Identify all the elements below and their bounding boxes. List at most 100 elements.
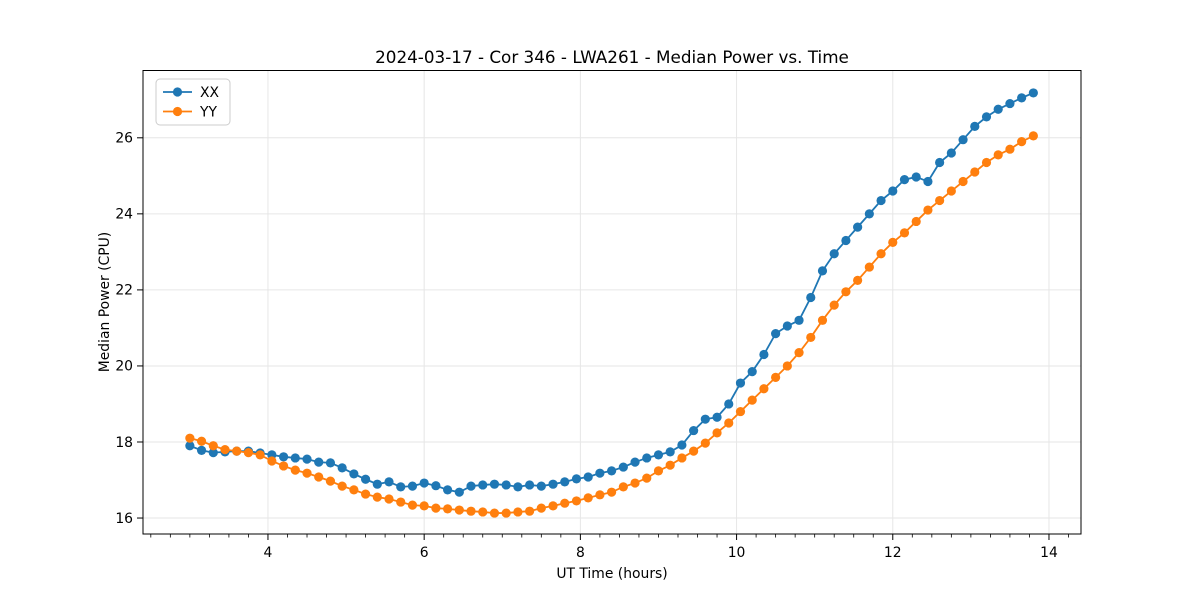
series-YY-marker bbox=[583, 493, 593, 503]
series-XX bbox=[185, 88, 1038, 497]
series-XX-line bbox=[189, 92, 1034, 494]
series-YY-marker bbox=[243, 448, 254, 458]
series-YY-marker bbox=[607, 487, 617, 497]
x-tick-label: 4 bbox=[264, 545, 273, 561]
series-YY-marker bbox=[970, 167, 980, 177]
series-YY-marker bbox=[232, 446, 242, 456]
series-XX-marker bbox=[665, 447, 675, 457]
series-XX-marker bbox=[325, 458, 336, 468]
series-YY-marker bbox=[841, 287, 851, 297]
legend-marker-sample bbox=[172, 106, 183, 117]
series-XX-marker bbox=[536, 481, 546, 491]
series-YY bbox=[185, 131, 1038, 518]
series-YY-marker bbox=[806, 332, 816, 343]
series-YY-marker bbox=[747, 395, 757, 405]
series-XX-marker bbox=[560, 477, 570, 487]
y-tick-label: 18 bbox=[115, 435, 133, 451]
series-XX-marker bbox=[771, 329, 781, 339]
series-YY-marker bbox=[466, 506, 476, 516]
series-XX-marker bbox=[513, 482, 523, 492]
series-XX-marker bbox=[981, 112, 992, 122]
series-XX-marker bbox=[1017, 93, 1027, 103]
series-XX-marker bbox=[419, 478, 429, 488]
series-YY-marker bbox=[255, 450, 265, 460]
series-XX-marker bbox=[735, 378, 746, 388]
series-XX-marker bbox=[747, 367, 757, 377]
series-YY-marker bbox=[454, 505, 464, 515]
series-YY-marker bbox=[653, 466, 664, 476]
x-tick-label: 12 bbox=[884, 545, 902, 561]
series-YY-marker bbox=[571, 496, 582, 506]
x-tick-label: 8 bbox=[576, 545, 585, 561]
series-YY-marker bbox=[360, 489, 371, 499]
series-YY-marker bbox=[782, 361, 792, 371]
series-XX-marker bbox=[864, 209, 874, 219]
series-YY-marker bbox=[384, 494, 394, 504]
series-YY-marker bbox=[548, 501, 558, 511]
legend-label-XX: XX bbox=[200, 85, 220, 101]
series-YY-marker bbox=[689, 446, 699, 456]
series-YY-marker bbox=[712, 428, 722, 438]
series-XX-marker bbox=[630, 457, 640, 467]
series-YY-marker bbox=[208, 441, 218, 451]
series-YY-marker bbox=[935, 195, 945, 206]
series-YY-marker bbox=[759, 384, 769, 394]
series-YY-marker bbox=[1028, 131, 1038, 141]
series-YY-marker bbox=[525, 506, 535, 516]
legend-marker-sample bbox=[172, 87, 183, 97]
series-XX-marker bbox=[876, 195, 886, 206]
x-tick-label: 10 bbox=[728, 545, 746, 561]
series-YY-marker bbox=[267, 456, 277, 466]
series-YY-marker bbox=[735, 406, 746, 417]
series-XX-marker bbox=[571, 474, 582, 484]
series-XX-marker bbox=[431, 481, 441, 491]
series-YY-marker bbox=[993, 150, 1003, 160]
plot-box bbox=[142, 70, 1082, 535]
series-XX-marker bbox=[349, 469, 359, 479]
series-XX-marker bbox=[899, 175, 910, 185]
series-XX-marker bbox=[724, 399, 734, 409]
series-XX-marker bbox=[618, 462, 628, 472]
series-XX-marker bbox=[196, 445, 207, 455]
series-XX-marker bbox=[489, 479, 500, 489]
series-XX-marker bbox=[454, 487, 464, 497]
series-YY-marker bbox=[618, 482, 628, 492]
series-YY-marker bbox=[501, 508, 511, 518]
series-XX-marker bbox=[946, 148, 956, 158]
series-YY-marker bbox=[923, 205, 933, 215]
series-XX-marker bbox=[935, 157, 945, 168]
series-XX-marker bbox=[1005, 98, 1015, 109]
series-XX-marker bbox=[794, 315, 804, 325]
series-XX-marker bbox=[853, 222, 863, 232]
y-tick-label: 16 bbox=[115, 511, 133, 527]
series-XX-marker bbox=[372, 479, 382, 489]
y-axis-label: Median Power (CPU) bbox=[97, 232, 113, 372]
series-XX-marker bbox=[1028, 88, 1038, 98]
series-YY-marker bbox=[981, 157, 992, 168]
series-YY-marker bbox=[314, 472, 324, 482]
series-XX-marker bbox=[442, 485, 453, 495]
series-XX-marker bbox=[525, 480, 535, 490]
series-XX-marker bbox=[583, 472, 593, 482]
x-minor-ticks bbox=[150, 534, 1069, 538]
series-XX-marker bbox=[970, 121, 980, 131]
series-XX-marker bbox=[384, 477, 394, 487]
series-XX-marker bbox=[302, 454, 312, 464]
series-XX-marker bbox=[501, 480, 511, 490]
series-YY-marker bbox=[337, 481, 347, 491]
series-YY-marker bbox=[396, 497, 406, 507]
series-YY-marker bbox=[489, 508, 500, 518]
series-XX-marker bbox=[888, 186, 898, 196]
series-YY-marker bbox=[899, 228, 910, 238]
series-XX-marker bbox=[360, 474, 371, 484]
series-XX-marker bbox=[407, 481, 418, 491]
series-XX-marker bbox=[712, 412, 722, 422]
x-tick-label: 14 bbox=[1040, 545, 1058, 561]
series-XX-marker bbox=[642, 453, 652, 463]
series-XX-marker bbox=[290, 453, 300, 463]
series-XX-marker bbox=[337, 463, 347, 473]
series-XX-marker bbox=[841, 235, 851, 246]
series-YY-marker bbox=[595, 490, 605, 500]
